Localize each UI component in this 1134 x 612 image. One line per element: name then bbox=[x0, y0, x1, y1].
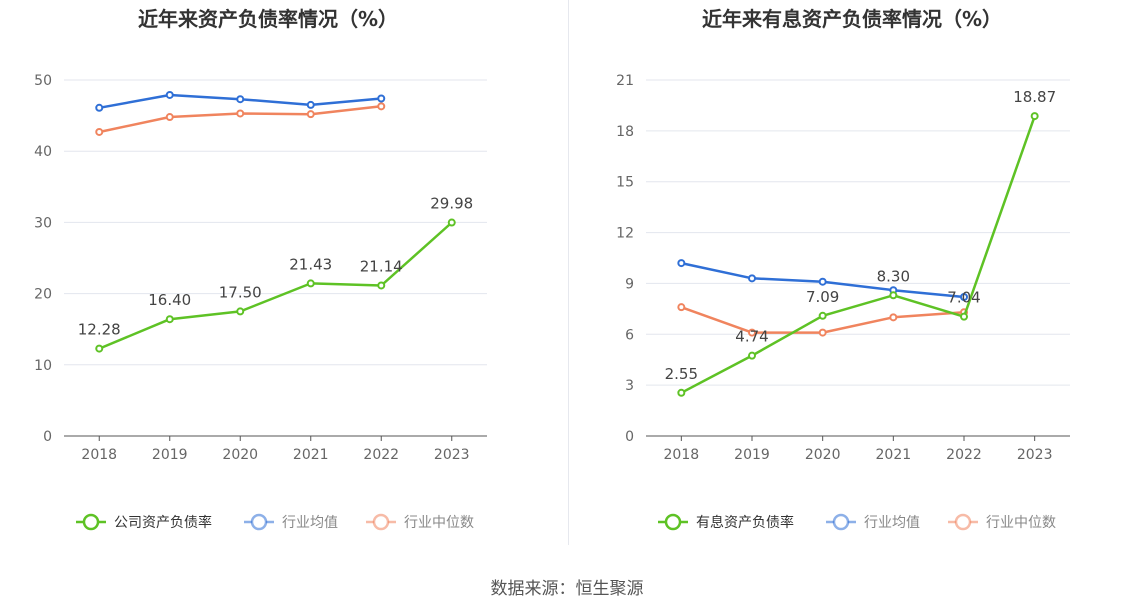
legend-item-3[interactable]: 行业中位数 bbox=[366, 513, 474, 531]
legend-marker bbox=[372, 513, 390, 531]
x-tick-label: 2018 bbox=[81, 447, 117, 463]
x-tick-label: 2019 bbox=[152, 447, 188, 463]
data-point[interactable] bbox=[95, 344, 104, 353]
y-tick-label: 18 bbox=[616, 124, 634, 140]
data-label: 21.43 bbox=[289, 255, 332, 273]
data-point[interactable] bbox=[165, 90, 174, 99]
data-point[interactable] bbox=[1030, 112, 1039, 121]
data-point[interactable] bbox=[165, 315, 174, 324]
x-tick-label: 2020 bbox=[222, 447, 258, 463]
legend-item-1[interactable]: 公司资产负债率 bbox=[76, 513, 212, 531]
data-label: 29.98 bbox=[430, 195, 473, 213]
legend-marker bbox=[664, 513, 682, 531]
data-label: 4.74 bbox=[735, 328, 768, 346]
data-point[interactable] bbox=[748, 274, 756, 283]
data-point[interactable] bbox=[748, 328, 756, 337]
data-point[interactable] bbox=[306, 100, 315, 109]
x-tick-label: 2020 bbox=[805, 447, 841, 463]
data-point[interactable] bbox=[236, 307, 245, 316]
data-point[interactable] bbox=[447, 218, 456, 227]
data-point[interactable] bbox=[818, 277, 827, 286]
data-label: 18.87 bbox=[1013, 88, 1056, 106]
legend-label: 公司资产负债率 bbox=[114, 514, 212, 531]
data-point[interactable] bbox=[818, 328, 827, 337]
data-point[interactable] bbox=[95, 103, 104, 112]
legend-label: 行业中位数 bbox=[986, 515, 1056, 531]
data-point[interactable] bbox=[306, 279, 315, 288]
data-point[interactable] bbox=[377, 94, 386, 103]
data-point[interactable] bbox=[960, 312, 968, 321]
x-tick-label: 2021 bbox=[293, 447, 329, 463]
legend-item-1[interactable]: 有息资产负债率 bbox=[658, 513, 794, 531]
legend-label: 有息资产负债率 bbox=[696, 514, 794, 531]
data-point[interactable] bbox=[236, 109, 245, 118]
series-line-1 bbox=[680, 115, 1036, 394]
legend-item-2[interactable]: 行业均值 bbox=[826, 513, 920, 531]
y-tick-label: 50 bbox=[34, 73, 52, 89]
y-tick-label: 15 bbox=[616, 175, 634, 191]
y-tick-label: 40 bbox=[34, 144, 52, 160]
data-point[interactable] bbox=[677, 259, 686, 268]
legend-marker bbox=[832, 513, 850, 531]
data-point[interactable] bbox=[960, 292, 968, 301]
y-tick-label: 12 bbox=[616, 226, 634, 242]
data-point[interactable] bbox=[165, 113, 174, 122]
data-label: 16.40 bbox=[148, 291, 191, 309]
data-source: 数据来源：恒生聚源 bbox=[490, 579, 644, 599]
data-label: 21.14 bbox=[360, 257, 403, 275]
data-point[interactable] bbox=[748, 351, 756, 360]
x-tick-label: 2019 bbox=[734, 447, 770, 463]
data-point[interactable] bbox=[889, 291, 898, 300]
series-line-1 bbox=[98, 221, 453, 350]
chart-1: 近年来资产负债率情况（%） 0 10 20 30 40 50 2018 2019 2020 2021… bbox=[34, 7, 487, 531]
data-label: 12.28 bbox=[78, 321, 121, 339]
data-point[interactable] bbox=[677, 303, 686, 312]
x-tick-label: 2022 bbox=[363, 447, 399, 463]
data-label: 17.50 bbox=[219, 283, 262, 301]
data-label: 2.55 bbox=[665, 365, 698, 383]
data-point[interactable] bbox=[95, 127, 104, 136]
legend-marker bbox=[250, 513, 268, 531]
legend-item-2[interactable]: 行业均值 bbox=[244, 513, 338, 531]
legend-marker bbox=[954, 513, 972, 531]
data-label: 7.04 bbox=[947, 289, 980, 307]
data-point[interactable] bbox=[377, 102, 386, 111]
x-tick-label: 2023 bbox=[434, 447, 470, 463]
data-point[interactable] bbox=[377, 281, 386, 290]
y-tick-label: 6 bbox=[625, 327, 634, 343]
data-point[interactable] bbox=[889, 313, 898, 322]
legend-label: 行业中位数 bbox=[404, 515, 474, 531]
x-tick-label: 2021 bbox=[876, 447, 912, 463]
data-label: 7.09 bbox=[806, 288, 839, 306]
legend-item-3[interactable]: 行业中位数 bbox=[948, 513, 1056, 531]
y-tick-label: 10 bbox=[34, 358, 52, 374]
y-tick-label: 0 bbox=[625, 429, 634, 445]
panel-divider bbox=[568, 0, 569, 545]
chart-2: 近年来有息资产负债率情况（%） 0 3 6 9 12 15 18 21 2018 2019 2020 2… bbox=[616, 7, 1070, 531]
y-tick-label: 20 bbox=[34, 287, 52, 303]
y-tick-label: 9 bbox=[625, 276, 634, 292]
legend-marker bbox=[82, 513, 100, 531]
chart-title: 近年来有息资产负债率情况（%） bbox=[702, 7, 1002, 31]
x-tick-label: 2018 bbox=[664, 447, 700, 463]
data-point[interactable] bbox=[818, 311, 827, 320]
y-tick-label: 30 bbox=[34, 215, 52, 231]
y-tick-label: 21 bbox=[616, 73, 634, 89]
legend-label: 行业均值 bbox=[864, 515, 920, 531]
y-tick-label: 0 bbox=[43, 429, 52, 445]
data-point[interactable] bbox=[677, 388, 686, 397]
x-tick-label: 2022 bbox=[946, 447, 982, 463]
legend-label: 行业均值 bbox=[282, 515, 338, 531]
data-point[interactable] bbox=[236, 95, 245, 104]
data-label: 8.30 bbox=[877, 267, 910, 285]
chart-title: 近年来资产负债率情况（%） bbox=[138, 7, 398, 31]
data-point[interactable] bbox=[306, 110, 315, 119]
y-tick-label: 3 bbox=[625, 378, 634, 394]
x-tick-label: 2023 bbox=[1017, 447, 1053, 463]
